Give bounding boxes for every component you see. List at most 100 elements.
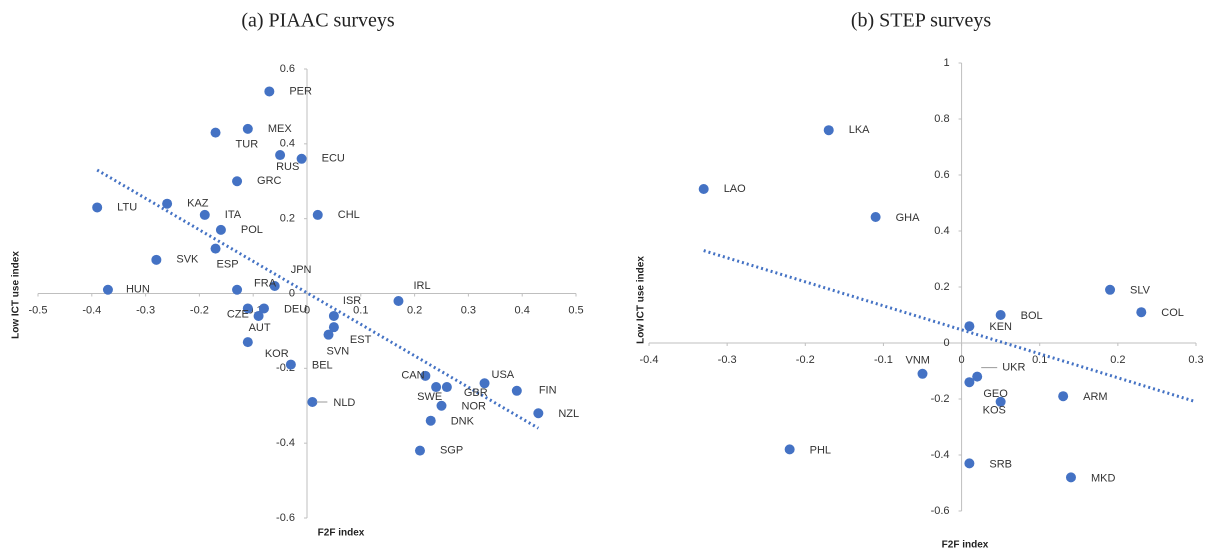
- point: [242, 123, 253, 134]
- point: [92, 202, 103, 213]
- y-tick-label: 0.6: [280, 63, 295, 75]
- x-axis-label: F2F index: [318, 528, 365, 539]
- x-tick-label: -0.1: [874, 354, 893, 366]
- point: [253, 310, 264, 321]
- x-tick-label: 0: [304, 304, 310, 316]
- point-label: DNK: [451, 416, 475, 428]
- x-tick-label: 0.4: [515, 304, 530, 316]
- point: [328, 322, 339, 333]
- point-label: GRC: [257, 175, 282, 187]
- point-label: CHL: [338, 209, 360, 221]
- x-tick-label: 0.2: [407, 304, 422, 316]
- y-tick-label: -0.4: [931, 449, 950, 461]
- x-tick-label: 0: [959, 354, 965, 366]
- point-label: IRL: [413, 280, 430, 292]
- point: [215, 224, 226, 235]
- point: [264, 86, 275, 97]
- point: [972, 371, 983, 382]
- point-label: NOR: [462, 401, 487, 413]
- point-label: ARM: [1083, 391, 1107, 403]
- point: [275, 150, 286, 161]
- point-label: SRB: [989, 458, 1012, 470]
- y-tick-label: 0.6: [934, 169, 949, 181]
- point: [258, 303, 269, 314]
- point-label: ISR: [343, 295, 361, 307]
- point: [1065, 472, 1076, 483]
- point: [414, 445, 425, 456]
- point: [511, 385, 522, 396]
- x-tick-label: -0.4: [640, 354, 659, 366]
- point-label: PHL: [810, 444, 831, 456]
- x-tick-label: 0.3: [1188, 354, 1203, 366]
- point-label: MEX: [268, 123, 293, 135]
- y-tick-label: 0: [943, 337, 949, 349]
- point: [199, 209, 210, 220]
- point: [242, 337, 253, 348]
- point: [307, 397, 318, 408]
- point-label: GBR: [464, 387, 488, 399]
- point: [870, 212, 881, 222]
- point-label: SWE: [417, 391, 442, 403]
- y-axis-label: Low ICT use index: [636, 256, 647, 344]
- point-label: JPN: [291, 264, 312, 276]
- point-label: POL: [241, 224, 263, 236]
- point: [232, 284, 243, 295]
- point: [964, 377, 975, 388]
- point-label: EST: [350, 334, 372, 346]
- y-tick-label: -0.2: [931, 393, 950, 405]
- point-label: RUS: [276, 161, 299, 173]
- x-tick-label: 0.2: [1110, 354, 1125, 366]
- point-label: MKD: [1091, 472, 1116, 484]
- x-tick-label: 0.1: [353, 304, 368, 316]
- chart-title: (b) STEP surveys: [851, 10, 992, 32]
- point: [431, 382, 442, 393]
- point: [162, 198, 173, 209]
- x-axis-label: F2F index: [942, 540, 989, 551]
- y-tick-label: 0.4: [280, 138, 295, 150]
- point: [393, 295, 404, 306]
- point-label: LTU: [117, 201, 137, 213]
- point-label: UKR: [1002, 362, 1025, 374]
- point: [698, 184, 709, 194]
- point-label: FRA: [254, 278, 277, 290]
- point: [964, 321, 975, 332]
- point-label: SVK: [176, 254, 199, 266]
- point-label: AUT: [249, 322, 271, 334]
- point-label: BOL: [1021, 310, 1043, 322]
- point-label: KOS: [983, 405, 1006, 417]
- y-tick-label: 0: [289, 287, 295, 299]
- chart-title: (a) PIAAC surveys: [241, 10, 395, 32]
- x-tick-label: 0.3: [461, 304, 476, 316]
- point: [436, 400, 447, 411]
- point-label: KAZ: [187, 198, 209, 210]
- point: [441, 382, 452, 393]
- point: [1058, 391, 1069, 402]
- point-label: GEO: [983, 388, 1008, 400]
- point-label: NLD: [333, 397, 355, 409]
- point-label: GHA: [896, 212, 921, 224]
- point: [151, 254, 162, 265]
- point: [964, 458, 975, 469]
- point-label: CAN: [401, 370, 424, 382]
- x-tick-label: -0.5: [29, 304, 48, 316]
- point: [533, 408, 544, 419]
- point-label: NZL: [558, 408, 579, 420]
- point-label: DEU: [284, 303, 307, 315]
- point-label: VNM: [906, 355, 930, 367]
- point: [269, 281, 280, 292]
- y-tick-label: 0.2: [934, 281, 949, 293]
- point: [312, 209, 323, 220]
- point-label: HUN: [126, 284, 150, 296]
- y-tick-label: -0.6: [931, 505, 950, 517]
- point-label: BEL: [312, 359, 333, 371]
- point: [232, 176, 243, 187]
- x-tick-label: -0.2: [796, 354, 815, 366]
- x-tick-label: -0.3: [718, 354, 737, 366]
- x-tick-label: -0.3: [136, 304, 155, 316]
- point: [210, 243, 221, 254]
- point: [995, 396, 1006, 407]
- point-label: COL: [1161, 307, 1184, 319]
- point-label: LAO: [724, 183, 746, 195]
- point: [823, 125, 834, 136]
